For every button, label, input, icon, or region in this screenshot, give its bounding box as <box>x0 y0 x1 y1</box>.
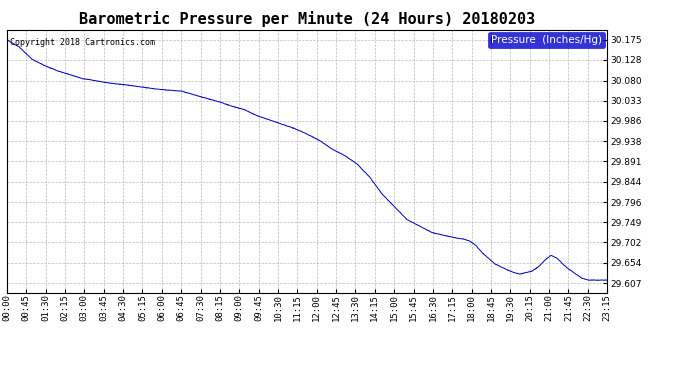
Title: Barometric Pressure per Minute (24 Hours) 20180203: Barometric Pressure per Minute (24 Hours… <box>79 12 535 27</box>
Text: Copyright 2018 Cartronics.com: Copyright 2018 Cartronics.com <box>10 38 155 47</box>
Legend: Pressure  (Inches/Hg): Pressure (Inches/Hg) <box>488 32 605 48</box>
